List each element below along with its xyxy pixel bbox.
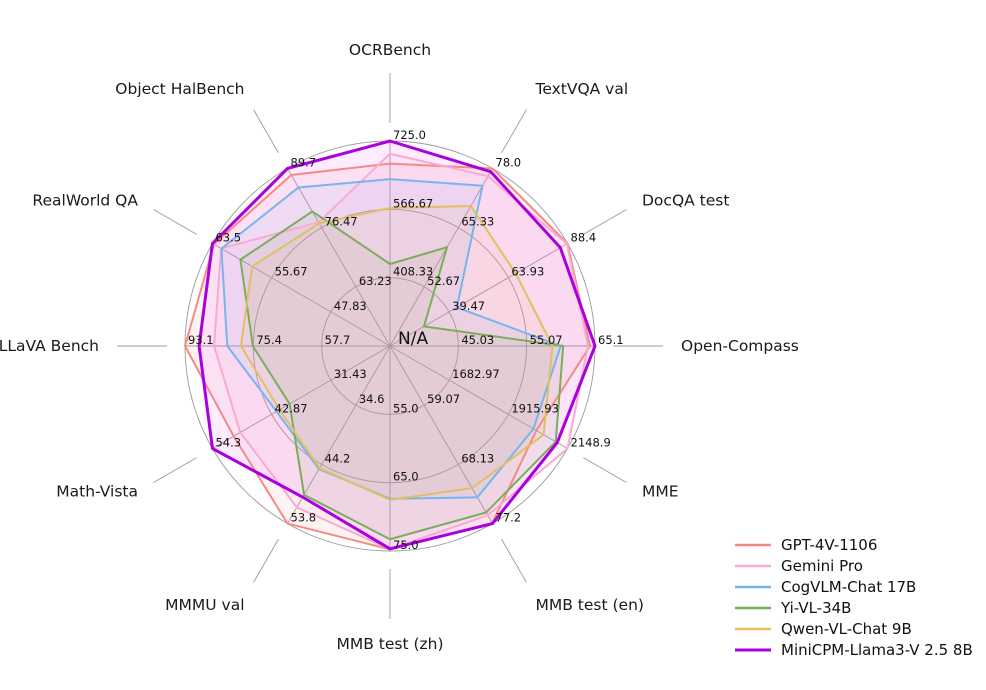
axis-spoke xyxy=(389,345,568,449)
axis-tick-value: 54.3 xyxy=(215,436,241,450)
axis-tick-extension xyxy=(153,457,198,483)
center-na-label: N/A xyxy=(398,329,428,349)
axis-tick-value: 68.13 xyxy=(461,451,494,465)
axis-tick-extension xyxy=(153,209,198,235)
axis-tick-value: 57.7 xyxy=(325,333,351,347)
axis-tick-value: 55.0 xyxy=(393,401,419,415)
axis-spoke xyxy=(287,168,391,347)
axis-tick-extension xyxy=(253,109,279,154)
axis-tick-value: 566.67 xyxy=(393,196,433,210)
axis-tick-value: 725.0 xyxy=(393,128,426,142)
axis-tick-value: 77.2 xyxy=(496,511,522,525)
series-outline xyxy=(239,210,565,541)
axis-tick-extension xyxy=(253,538,279,583)
axis-tick-value: 65.0 xyxy=(393,470,419,484)
axis-tick-value: 1682.97 xyxy=(452,367,500,381)
axis-tick-value: 42.87 xyxy=(275,401,308,415)
axis-tick-value: 2148.9 xyxy=(571,436,611,450)
axis-tick-value: 1915.93 xyxy=(511,401,559,415)
axis-tick-value: 63.23 xyxy=(359,274,392,288)
axis-tick-extension xyxy=(582,457,627,483)
axis-name-label: Math-Vista xyxy=(56,483,138,501)
axis-tick-value: 59.07 xyxy=(427,392,460,406)
axis-tick-extension xyxy=(501,538,527,583)
series-outline xyxy=(239,205,554,501)
axis-name-label: LLaVA Bench xyxy=(0,337,99,355)
axis-spoke xyxy=(389,168,493,347)
axis-tick-value: 63.93 xyxy=(511,265,544,279)
axis-spoke xyxy=(389,345,493,524)
axis-tick-extension xyxy=(582,209,627,235)
axis-tick-value: 76.47 xyxy=(325,215,358,229)
legend-entry-label: Qwen-VL-Chat 9B xyxy=(781,620,912,638)
legend-entry-label: Gemini Pro xyxy=(781,557,863,575)
series-outline xyxy=(220,178,562,500)
axis-tick-value: 39.47 xyxy=(452,299,485,313)
axis-tick-value: 65.1 xyxy=(598,333,624,347)
axis-tick-value: 52.67 xyxy=(427,274,460,288)
axis-tick-value: 63.5 xyxy=(215,231,241,245)
axis-name-label: MMB test (en) xyxy=(536,596,644,614)
axis-tick-value: 75.4 xyxy=(256,333,282,347)
axis-tick-value: 408.33 xyxy=(393,265,433,279)
axis-tick-value: 34.6 xyxy=(359,392,385,406)
axis-tick-extension xyxy=(501,109,527,154)
axis-tick-value: 65.33 xyxy=(461,215,494,229)
axis-tick-value: 93.1 xyxy=(188,333,214,347)
axis-name-label: MMB test (zh) xyxy=(336,635,443,653)
axis-spoke xyxy=(389,243,568,347)
grid-layer xyxy=(117,73,663,619)
axis-tick-value: 45.03 xyxy=(461,333,494,347)
axis-tick-value: 31.43 xyxy=(334,367,367,381)
axis-name-label: Open-Compass xyxy=(681,337,799,355)
series-outline xyxy=(197,139,597,551)
axis-spoke xyxy=(212,345,391,449)
axis-tick-value: 75.0 xyxy=(393,538,419,552)
legend-entry-label: Yi-VL-34B xyxy=(780,599,851,617)
legend-entry-label: MiniCPM-Llama3-V 2.5 8B xyxy=(781,641,973,659)
axis-spoke xyxy=(212,243,391,347)
series-area xyxy=(240,206,553,500)
axis-tick-value: 78.0 xyxy=(496,155,522,169)
axis-tick-value: 47.83 xyxy=(334,299,367,313)
legend-entry-label: CogVLM-Chat 17B xyxy=(781,578,916,596)
axis-tick-value: 89.7 xyxy=(291,155,317,169)
axis-name-label: OCRBench xyxy=(349,41,431,59)
series-area xyxy=(221,179,561,499)
axis-tick-value: 88.4 xyxy=(571,231,597,245)
axis-name-label: TextVQA val xyxy=(535,80,629,98)
axis-tick-value: 55.67 xyxy=(275,265,308,279)
series-area xyxy=(185,163,590,550)
series-area xyxy=(240,211,564,540)
axis-tick-value: 55.07 xyxy=(530,333,563,347)
legend-entry-label: GPT-4V-1106 xyxy=(781,536,877,554)
axis-name-label: MMMU val xyxy=(165,596,244,614)
axis-tick-value: 44.2 xyxy=(325,451,351,465)
legend-layer: GPT-4V-1106 Gemini Pro CogVLM-Chat 17B Yi-V… xyxy=(735,536,973,659)
axis-tick-value: 53.8 xyxy=(291,511,317,525)
axis-name-label: Object HalBench xyxy=(115,80,244,98)
axis-name-label: RealWorld QA xyxy=(32,192,138,210)
axis-name-label: DocQA test xyxy=(642,192,729,210)
value-label-layer: 408.33 566.67 725.0 52.67 65.33 78.0 39.47 63.9… xyxy=(188,128,624,552)
axis-name-label: MME xyxy=(642,483,679,501)
series-line-layer xyxy=(184,139,597,551)
axis-label-layer: OCRBench TextVQA val DocQA test Open-Compas… xyxy=(0,41,799,653)
